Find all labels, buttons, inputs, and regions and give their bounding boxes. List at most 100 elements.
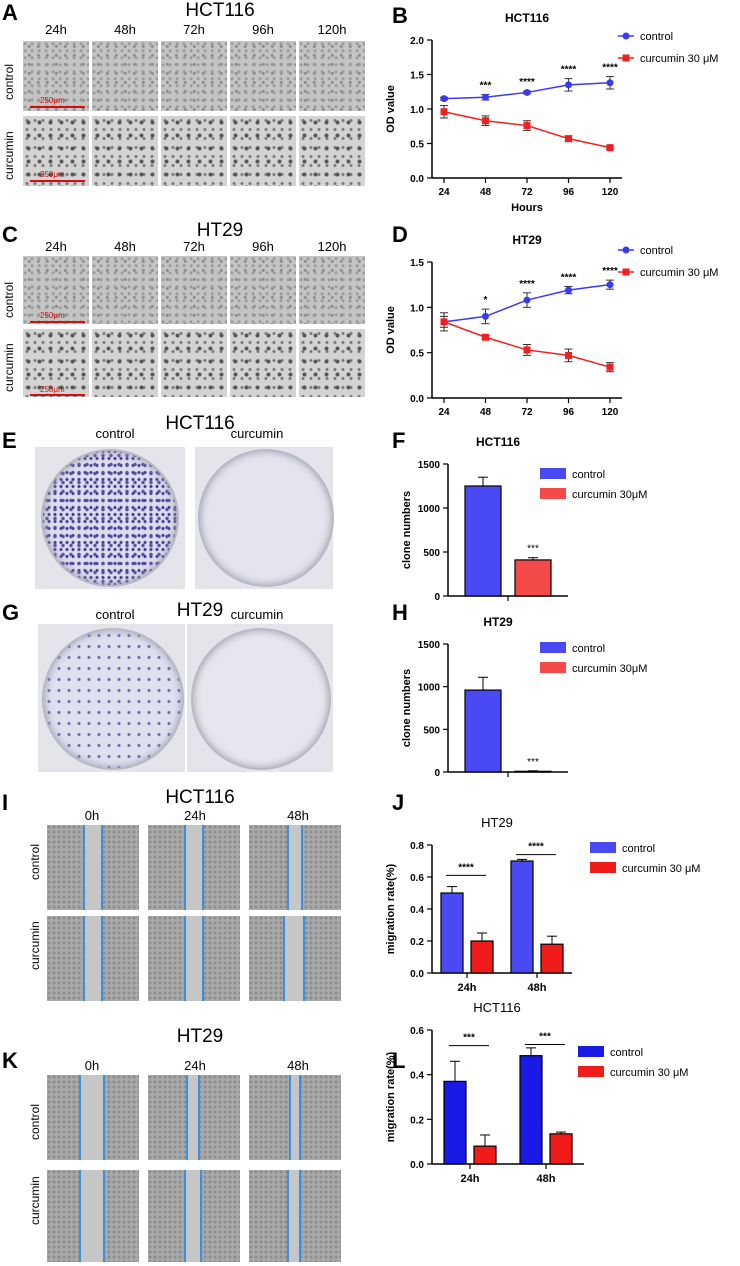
x-tick-label: 24 (438, 407, 450, 418)
data-point (565, 81, 572, 89)
micrograph (299, 329, 365, 397)
legend-label: curcumin 30 μM (640, 53, 718, 65)
panel-i-time-label: 48h (287, 808, 309, 823)
plate-image (35, 447, 185, 589)
bar (440, 892, 464, 974)
micrograph (299, 41, 365, 111)
wound-image (148, 916, 240, 1001)
colony-dish (41, 449, 179, 587)
y-tick-label: 0.0 (410, 394, 424, 405)
significance-label: **** (561, 272, 577, 283)
panel-f-label: F (392, 428, 405, 453)
y-tick-label: 500 (423, 725, 440, 736)
micrograph (299, 256, 365, 324)
panel-c-time-label: 120h (317, 239, 347, 254)
x-tick-label: 48h (528, 982, 547, 994)
panel-d-label: D (392, 222, 408, 247)
y-tick-label: 0.6 (410, 873, 424, 884)
bar (514, 770, 552, 773)
x-tick-label: 48 (480, 187, 492, 198)
dish-label: curcumin (230, 426, 284, 441)
x-tick-label: 96 (563, 407, 575, 418)
scale-bar-label: 250μm (40, 385, 65, 394)
legend-swatch (590, 842, 616, 853)
bar (443, 1080, 467, 1165)
significance-label: *** (463, 1033, 475, 1044)
micrograph (92, 41, 158, 111)
data-point (482, 312, 489, 320)
bar (464, 689, 502, 773)
legend-label: curcumin 30μM (572, 489, 647, 501)
y-axis-label: clone numbers (401, 669, 413, 747)
y-tick-label: 0 (434, 768, 440, 779)
data-point (482, 93, 489, 101)
data-point (440, 318, 448, 326)
scale-bar (30, 321, 85, 323)
micrograph (92, 329, 158, 397)
y-tick-label: 0.5 (410, 349, 424, 360)
chart-title: HT29 (481, 815, 513, 830)
y-tick-label: 0.0 (410, 174, 424, 185)
y-axis-label: OD value (385, 85, 397, 133)
data-point (440, 95, 448, 103)
panel-a-label: A (2, 0, 18, 25)
legend-swatch (540, 488, 566, 499)
micrograph (230, 41, 296, 111)
plate-image (38, 624, 185, 772)
panel-i-time-label: 24h (184, 808, 206, 823)
y-tick-label: 0.0 (410, 969, 424, 980)
significance-label: **** (602, 63, 618, 74)
y-tick-label: 0.0 (410, 1160, 424, 1171)
y-tick-label: 0.8 (410, 841, 424, 852)
legend-label: curcumin 30 μM (610, 1067, 688, 1079)
y-tick-label: 500 (423, 548, 440, 559)
legend-label: curcumin 30 μM (622, 863, 700, 875)
legend-swatch (590, 862, 616, 873)
scale-bar-label: 250μm (40, 311, 65, 320)
x-tick-label: 72 (521, 187, 533, 198)
panel-a-time-label: 72h (183, 22, 205, 37)
micrograph (161, 329, 227, 397)
panel-a-time-label: 96h (252, 22, 274, 37)
scale-bar-label: 250μm (40, 170, 65, 179)
y-tick-label: 0.4 (410, 905, 424, 916)
micrograph (161, 41, 227, 111)
data-point (523, 296, 531, 304)
y-tick-label: 1.0 (410, 105, 424, 116)
significance-label: **** (528, 842, 544, 853)
y-tick-label: 0.5 (410, 140, 424, 151)
y-tick-label: 0.2 (410, 1115, 424, 1126)
legend-label: curcumin 30μM (572, 663, 647, 675)
y-axis-label: OD value (385, 306, 397, 354)
micrograph (230, 329, 296, 397)
x-tick-label: 24h (461, 1173, 480, 1185)
data-point (565, 135, 572, 143)
legend-swatch (540, 642, 566, 653)
panel-i-label: I (2, 790, 9, 815)
wound-image (249, 825, 341, 910)
data-point (606, 281, 614, 289)
panel-c-time-label: 48h (114, 239, 136, 254)
x-tick-label: 72 (521, 407, 533, 418)
significance-label: **** (602, 266, 618, 277)
panel-a-time-label: 24h (45, 22, 67, 37)
y-tick-label: 0 (434, 592, 440, 603)
x-axis-label: Hours (511, 202, 543, 214)
y-tick-label: 0.6 (410, 1026, 424, 1037)
panel-k-time-label: 0h (84, 1058, 100, 1073)
wound-image (249, 916, 341, 1001)
legend-label: control (572, 469, 605, 481)
y-tick-label: 2.0 (410, 36, 424, 47)
y-tick-label: 1500 (418, 640, 441, 651)
scale-bar (30, 394, 85, 396)
panel-c-label: C (2, 222, 18, 247)
panel-c-title: HT29 (196, 220, 244, 241)
data-point (523, 346, 531, 354)
significance-label: *** (539, 1032, 551, 1043)
y-axis-label: clone numbers (401, 491, 413, 569)
legend-swatch (540, 662, 566, 673)
scale-bar (30, 106, 85, 108)
wound-image (47, 1170, 139, 1262)
significance-label: **** (519, 279, 535, 290)
wound-image (249, 1075, 341, 1160)
